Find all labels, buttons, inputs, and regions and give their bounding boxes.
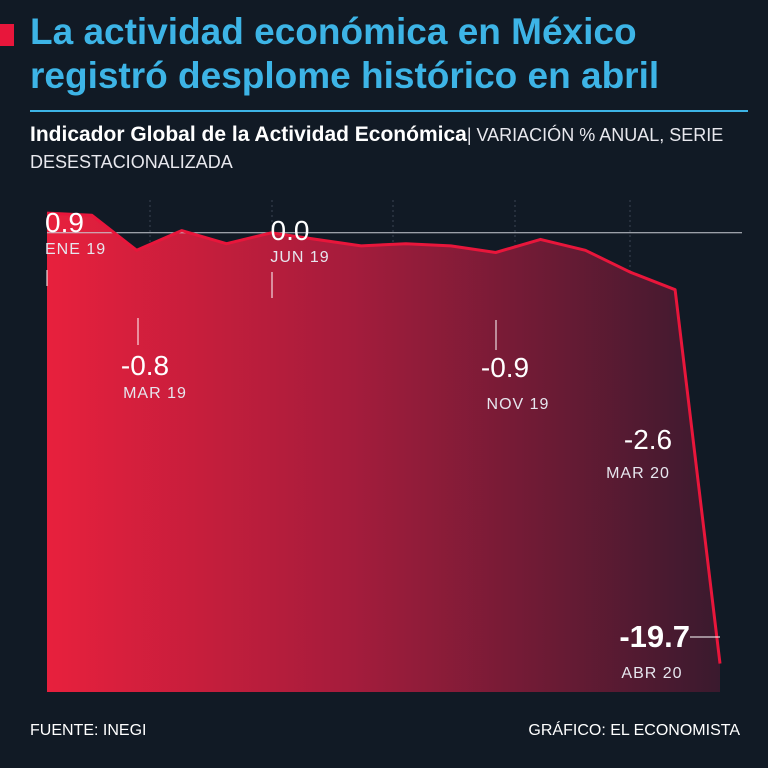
annotations: 0.9 ENE 19 -0.8 MAR 19 0.0 JUN 19 -0.9 NOV 19 -2… [45,207,720,682]
data-label-date: ABR 20 [621,665,682,682]
series-line [46,211,722,664]
data-label-date: MAR 20 [606,465,670,482]
data-label-value: 0.9 [45,207,84,238]
data-label-date: JUN 19 [270,249,329,266]
area-fill [47,213,720,692]
data-label-date: ENE 19 [45,241,106,258]
source-note: FUENTE: INEGI [30,722,147,739]
subtitle-indicator-name: Indicador Global de la Actividad Económi… [30,123,467,146]
data-label-value: -0.8 [121,350,169,381]
data-label-value: 0.0 [271,215,310,246]
subtitle-unit: | VARIACIÓN % ANUAL, SERIE DESESTACIONAL… [30,125,724,172]
chart-title: La actividad económica en México registr… [30,11,660,96]
credit-note: GRÁFICO: EL ECONOMISTA [528,722,740,739]
data-label-value: -2.6 [624,424,672,455]
title-accent-bar [0,24,14,46]
chart-subtitle: Indicador Global de la Actividad Económi… [30,122,750,176]
data-label-value: -0.9 [481,352,529,383]
data-label-date: NOV 19 [487,396,550,413]
data-label-value: -19.7 [619,619,690,654]
title-divider [30,110,748,112]
data-label-date: MAR 19 [123,385,187,402]
